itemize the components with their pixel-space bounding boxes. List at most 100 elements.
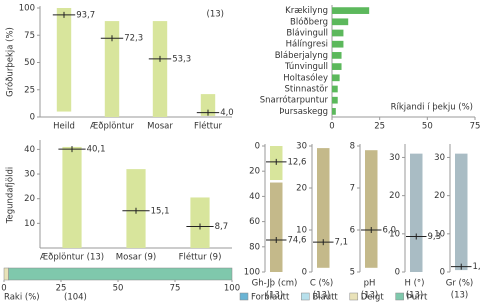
value-label: 93,7 [76,10,95,20]
y-tick-label: 20 [296,184,307,194]
x-axis-label: C (%) [310,279,333,289]
y-tick-label: 10 [296,226,307,236]
x-axis-label: Gr (%) [446,279,474,289]
value-label: 8,7 [215,222,229,232]
legend-swatch [349,292,359,301]
bar [332,29,344,37]
category-label: Krækilyng [285,6,328,16]
legend-swatch [239,292,249,301]
y-tick-label: 20 [389,191,400,201]
sample-size: (13) [361,291,378,301]
y-tick-label: 0 [302,268,307,278]
y-tick-label: 30 [24,170,35,180]
x-tick-label: Heild [53,122,75,132]
category-label: Stinnastör [284,85,328,95]
value-label: 15,1 [151,206,170,216]
category-label: Þursaskegg [279,107,328,117]
y-tick-label: 10 [434,229,445,239]
x-tick-label: Æðplöntur [90,122,135,132]
sample-size: (13) [451,291,468,301]
y-axis-label: Tegundafjöldi [6,167,16,224]
y-tick-label: 20 [249,167,260,177]
bar [332,85,338,93]
y-tick-label: 7 [350,184,355,194]
value-label: 9,3 [428,232,442,242]
value-label: 53,3 [172,54,191,64]
x-tick-label: 25 [374,122,385,132]
x-tick-label: Fléttur (9) [179,252,222,263]
value-label: 72,3 [124,34,143,44]
y-tick-label: 40 [249,192,260,202]
range-bar [56,8,72,112]
y-tick-label: 0 [255,142,260,152]
category-label: Hálíngresi [286,40,328,50]
y-tick-label: 100 [19,4,35,14]
category-label: Blóðberg [290,16,328,27]
sample-size: (13) [207,10,224,20]
value-label: 12,6 [288,157,307,167]
y-axis-label: Gróðurþekja (%) [5,27,16,97]
x-tick-label: 25 [56,284,67,294]
y-tick-label: 10 [389,229,400,239]
bar [332,74,340,82]
bar [332,96,338,104]
legend-label: Blautt [312,293,338,303]
y-tick-label: 100 [244,268,260,278]
bar [332,40,344,48]
x-tick-label: 100 [224,284,240,294]
y-tick-label: 40 [24,145,35,155]
y-tick-label: 20 [24,194,35,204]
y-tick-label: 0 [30,113,35,123]
x-axis-label: Ríkjandi í þekju (%) [391,103,473,113]
sample-size: (13) [266,291,283,301]
x-tick-label: 50 [422,122,433,132]
x-axis-label: Raki (%) [4,293,40,303]
x-tick-label: Fléttur [194,121,223,132]
y-tick-label: 60 [249,217,260,227]
y-tick-label: 5 [350,268,355,278]
y-tick-label: 50 [24,58,35,68]
category-label: Snarrótarpuntur [260,95,329,106]
x-tick-label: Æðplöntur (13) [40,253,104,263]
value-label: 4,0 [220,108,234,118]
range-bar [317,148,330,268]
x-tick-label: Mosar (9) [116,253,156,263]
range-bar [410,153,423,272]
bar [332,52,342,59]
y-tick-label: 6 [350,226,355,236]
category-label: Holtasóley [283,72,328,83]
range-bar [455,153,468,271]
range-bar [270,182,283,272]
y-tick-label: 0 [440,268,445,278]
bar [332,7,370,14]
y-tick-label: 10 [24,219,35,229]
legend-label: Þurrt [407,293,428,303]
category-label: Bláberjalyng [275,51,328,61]
range-bar [190,197,210,248]
y-tick-label: 0 [395,268,400,278]
sample-size: (13) [406,291,423,301]
y-tick-label: 75 [24,31,35,41]
range-bar [104,21,120,117]
value-label: 6,0 [383,226,397,236]
x-tick-label: 50 [113,284,124,294]
category-label: Blávingull [286,29,328,39]
bar [332,18,349,26]
legend-label: Deigt [361,293,385,303]
y-tick-label: 80 [249,242,260,252]
x-tick-label: 75 [170,284,181,294]
legend-swatch [301,292,310,301]
x-tick-label: Mosar [147,122,173,132]
category-label: Túnvingull [284,62,328,72]
bar [332,63,342,70]
y-tick-label: 30 [389,153,400,163]
value-label: 7,1 [335,238,349,248]
value-label: 74,6 [288,235,307,245]
bar [332,108,336,115]
value-label: 40,1 [87,145,106,155]
y-tick-label: 30 [296,142,307,152]
range-bar [365,150,378,268]
x-axis-label: pH [364,279,376,289]
value-label: 1,4 [473,262,480,272]
